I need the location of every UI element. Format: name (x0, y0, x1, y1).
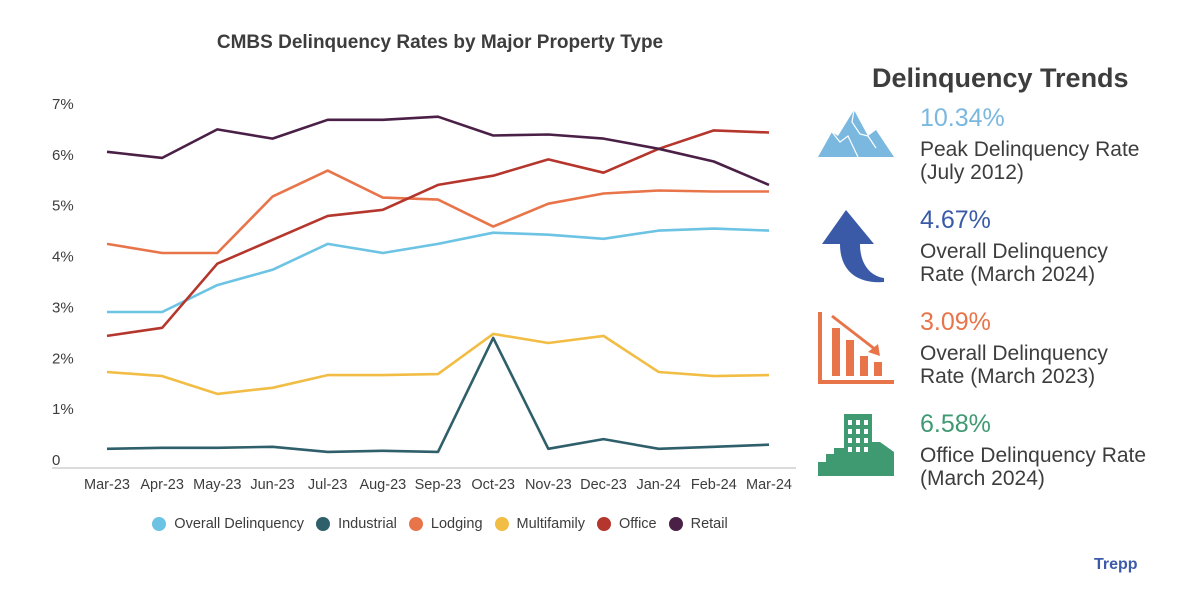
x-tick-label: Apr-23 (140, 477, 184, 493)
stat-label: Overall Delinquency (920, 240, 1108, 263)
series-line-lodging (106, 169, 769, 255)
stat-label: Overall Delinquency (920, 342, 1108, 365)
chart-legend: Overall Delinquency Industrial Lodging Mult… (0, 516, 880, 532)
stat-value: 4.67% (920, 206, 991, 234)
legend-swatch (494, 517, 509, 531)
x-tick-label: Nov-23 (525, 477, 572, 493)
stat-overall-2024: 4.67% Overall Delinquency Rate (March 202… (920, 206, 1108, 286)
legend-label: Lodging (430, 516, 483, 532)
series-line-office (106, 129, 770, 338)
legend-item: Retail (668, 516, 728, 532)
stat-office-2024: 6.58% Office Delinquency Rate (March 2024… (920, 410, 1146, 490)
series-line-retail (106, 115, 770, 187)
legend-swatch (316, 517, 331, 531)
arrow-up-icon (822, 210, 884, 283)
stat-value: 10.34% (920, 104, 1005, 132)
stat-label: Office Delinquency Rate (920, 444, 1147, 467)
stat-label-sub: Rate (March 2024) (920, 263, 1096, 286)
legend-label: Overall Delinquency (174, 516, 305, 532)
panel-title: Delinquency Trends (872, 63, 1129, 93)
office-building-icon (818, 414, 894, 476)
legend-label: Industrial (338, 516, 397, 532)
legend-label: Multifamily (516, 516, 585, 532)
legend-swatch (408, 517, 423, 531)
series-line-multifamily (106, 332, 770, 396)
legend-label: Retail (690, 516, 728, 532)
trepp-logo: Trepp (1094, 556, 1138, 573)
stat-label: Peak Delinquency Rate (920, 138, 1140, 161)
x-tick-label: Sep-23 (415, 477, 462, 493)
x-tick-label: May-23 (193, 477, 241, 493)
x-tick-label: Mar-24 (746, 477, 792, 493)
x-tick-label: Jun-23 (250, 477, 294, 493)
y-tick-label: 4% (52, 249, 74, 266)
stat-value: 6.58% (920, 410, 991, 438)
legend-item: Industrial (316, 516, 397, 532)
x-tick-label: Oct-23 (471, 477, 515, 493)
y-tick-label: 5% (52, 198, 74, 215)
x-tick-label: Feb-24 (691, 477, 737, 493)
x-tick-label: Mar-23 (84, 477, 130, 493)
y-tick-label: 7% (52, 96, 74, 113)
legend-item: Lodging (408, 516, 483, 532)
legend-swatch (152, 517, 167, 531)
legend-swatch (668, 517, 683, 531)
mountain-icon (818, 110, 894, 158)
legend-item: Multifamily (494, 516, 585, 532)
declining-bar-chart-icon (818, 312, 894, 384)
y-tick-label: 2% (52, 350, 74, 367)
legend-label: Office (619, 516, 657, 532)
y-tick-label: 0 (52, 452, 60, 469)
stat-label-sub: Rate (March 2023) (920, 365, 1096, 388)
legend-item: Overall Delinquency (152, 516, 304, 532)
y-tick-label: 6% (52, 147, 74, 164)
stat-value: 3.09% (920, 308, 991, 336)
x-tick-label: Jan-24 (636, 477, 680, 493)
y-tick-label: 1% (52, 401, 74, 418)
x-tick-label: Jul-23 (308, 477, 348, 493)
chart-title: CMBS Delinquency Rates by Major Property… (216, 32, 664, 53)
series-line-industrial (106, 336, 770, 454)
series-line-overall-delinquency (107, 227, 770, 314)
x-tick-label: Dec-23 (580, 477, 627, 493)
legend-swatch (597, 517, 611, 531)
legend-item: Office (597, 516, 657, 532)
x-tick-label: Aug-23 (359, 477, 406, 493)
line-chart: 0 1% 2% 3% 4% 5% 6% 7% Mar-23 Apr-23 May-23 Jun-23 J… (52, 96, 796, 493)
stat-label-sub: (July 2012) (920, 161, 1024, 184)
stat-overall-2023: 3.09% Overall Delinquency Rate (March 202… (920, 308, 1108, 388)
stat-peak: 10.34% Peak Delinquency Rate (July 2012) (920, 104, 1139, 184)
stat-label-sub: (March 2024) (920, 467, 1045, 490)
y-tick-label: 3% (52, 299, 74, 316)
